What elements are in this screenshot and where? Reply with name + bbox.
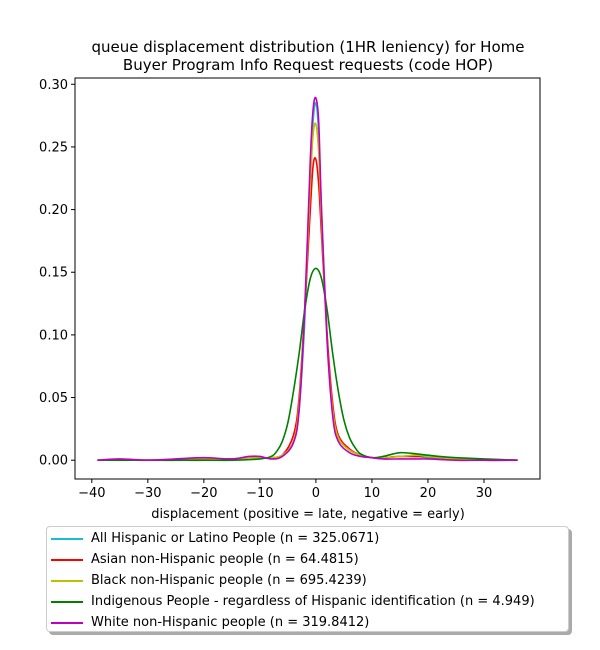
x-tick-label: −30 xyxy=(134,486,161,501)
legend-entry: Asian non-Hispanic people (n = 64.4815) xyxy=(47,549,568,570)
legend-swatch xyxy=(51,600,83,603)
x-tick-label: −20 xyxy=(190,486,217,501)
y-tick-label: 0.00 xyxy=(39,454,68,469)
x-tick-label: 20 xyxy=(420,486,437,501)
legend-entry: All Hispanic or Latino People (n = 325.0… xyxy=(47,528,568,549)
x-tick-label: −40 xyxy=(78,486,105,501)
y-tick-label: 0.15 xyxy=(39,266,68,281)
x-axis-label: displacement (positive = late, negative … xyxy=(151,507,465,522)
legend-swatch xyxy=(51,579,83,582)
series-line-1 xyxy=(97,157,518,462)
y-tick-label: 0.20 xyxy=(39,203,68,218)
x-tick-label: 10 xyxy=(364,486,381,501)
legend-swatch xyxy=(51,558,83,561)
x-tick-label: 0 xyxy=(312,486,320,501)
legend-entry: White non-Hispanic people (n = 319.8412) xyxy=(47,612,568,633)
y-tick-label: 0.10 xyxy=(39,328,68,343)
legend-label: All Hispanic or Latino People (n = 325.0… xyxy=(91,531,380,546)
series-line-0 xyxy=(97,101,518,462)
y-tick-label: 0.25 xyxy=(39,140,68,155)
series-layer xyxy=(97,96,518,462)
legend-swatch xyxy=(51,621,83,624)
legend-label: Indigenous People - regardless of Hispan… xyxy=(91,594,535,609)
legend-swatch xyxy=(51,537,83,540)
series-line-4 xyxy=(97,96,518,462)
x-tick-label: 30 xyxy=(476,486,493,501)
x-axis: −40 −30 −20 −10 0 10 20 30 xyxy=(78,479,492,501)
legend-label: Black non-Hispanic people (n = 695.4239) xyxy=(91,573,367,588)
series-line-3 xyxy=(97,267,518,462)
legend-label: Asian non-Hispanic people (n = 64.4815) xyxy=(91,552,359,567)
legend-entry: Indigenous People - regardless of Hispan… xyxy=(47,591,568,612)
y-axis: 0.00 0.05 0.10 0.15 0.20 0.25 0.30 xyxy=(39,78,75,469)
legend-label: White non-Hispanic people (n = 319.8412) xyxy=(91,615,370,630)
legend: All Hispanic or Latino People (n = 325.0… xyxy=(46,526,569,632)
x-tick-label: −10 xyxy=(246,486,273,501)
chart-title-line-1: queue displacement distribution (1HR len… xyxy=(92,38,525,56)
y-tick-label: 0.30 xyxy=(39,78,68,93)
legend-entry: Black non-Hispanic people (n = 695.4239) xyxy=(47,570,568,591)
y-tick-label: 0.05 xyxy=(39,391,68,406)
chart-title-line-2: Buyer Program Info Request requests (cod… xyxy=(123,56,493,74)
plot-frame xyxy=(74,77,541,480)
